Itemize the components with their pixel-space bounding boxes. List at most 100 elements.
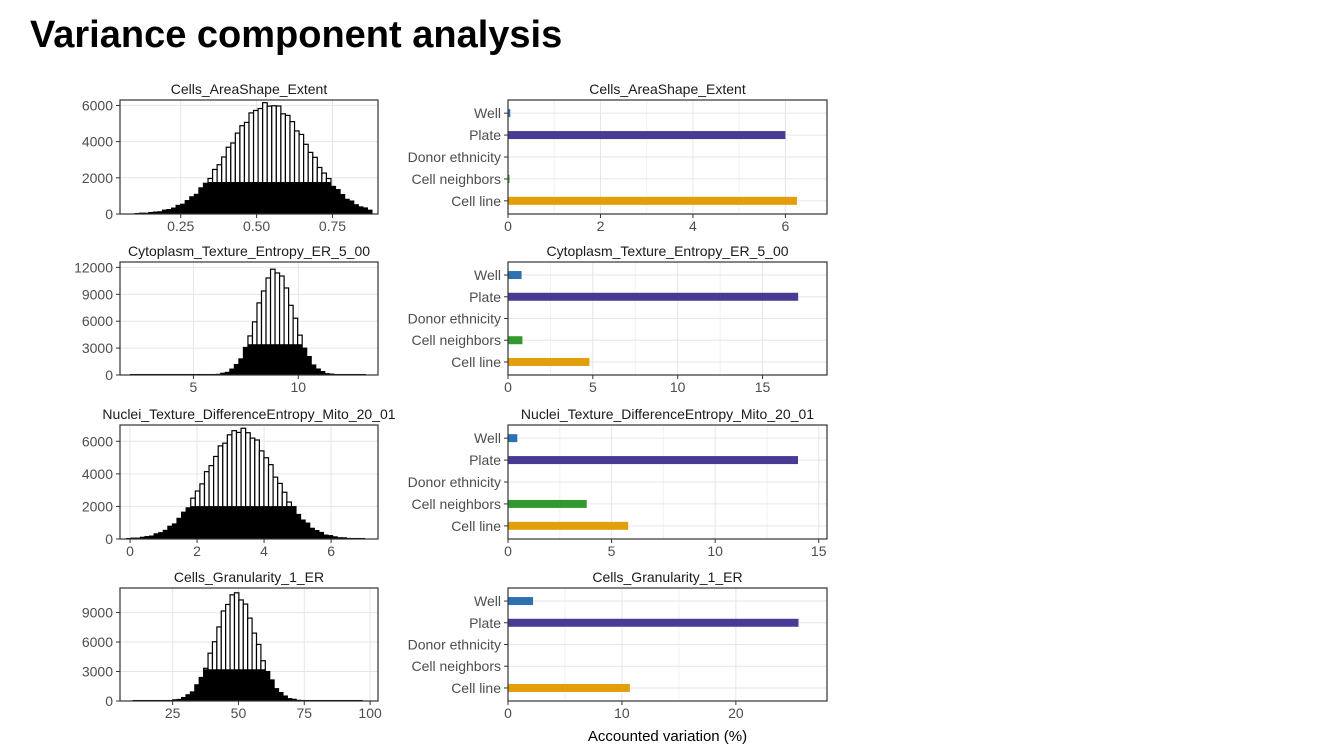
bar-chart-title: Nuclei_Texture_DifferenceEntropy_Mito_20… bbox=[521, 406, 814, 422]
histogram-bin-fill bbox=[316, 182, 323, 214]
bar-cell-line bbox=[508, 521, 629, 530]
panel-border bbox=[507, 261, 828, 376]
histogram-bin-fill bbox=[335, 189, 341, 214]
histogram-bin-fill bbox=[312, 182, 318, 214]
y-tick-label: 4000 bbox=[82, 466, 113, 482]
bar-plate bbox=[508, 292, 799, 301]
histogram-panel: Cells_AreaShape_Extent 0.25 0.50 0.75 0 2000 4… bbox=[82, 81, 379, 234]
histogram-bin-fill bbox=[289, 182, 295, 214]
bar-plate bbox=[508, 456, 798, 465]
bar-chart-title: Cells_Granularity_1_ER bbox=[592, 569, 742, 585]
histogram-bin-fill bbox=[220, 669, 226, 701]
histogram-bin-fill bbox=[245, 506, 251, 539]
histogram-bin-fill bbox=[167, 525, 173, 539]
histogram-bin-fill bbox=[185, 507, 192, 539]
histogram-bin-fill bbox=[344, 199, 350, 214]
histogram-bin-fill bbox=[216, 669, 222, 701]
bar-plate bbox=[508, 618, 799, 627]
bar-chart-title: Cytoplasm_Texture_Entropy_ER_5_00 bbox=[546, 243, 788, 259]
histogram-bin-fill bbox=[326, 182, 332, 214]
x-tick-label: 0 bbox=[504, 543, 512, 559]
histogram-plot-area bbox=[120, 588, 378, 701]
category-label: Cell line bbox=[451, 518, 501, 534]
x-tick-label: 15 bbox=[811, 543, 827, 559]
category-label: Plate bbox=[469, 127, 501, 143]
histogram-bin-fill bbox=[247, 669, 253, 701]
histogram-bin-fill bbox=[272, 506, 278, 539]
histogram-bin-fill bbox=[348, 200, 355, 214]
y-tick-label: 6000 bbox=[82, 313, 113, 329]
category-label: Donor ethnicity bbox=[408, 637, 501, 653]
x-tick-label: 0.75 bbox=[319, 218, 346, 234]
panel-border bbox=[119, 261, 379, 376]
histogram-bin-fill bbox=[286, 506, 292, 539]
x-tick-label: 4 bbox=[260, 543, 268, 559]
histogram-bin-fill bbox=[163, 530, 169, 539]
y-tick-label: 0 bbox=[105, 206, 113, 222]
x-tick-label: 0 bbox=[504, 379, 512, 395]
histogram-bin-fill bbox=[212, 669, 218, 701]
histogram-bin-fill bbox=[362, 207, 368, 214]
bar-plate bbox=[508, 131, 786, 140]
category-label: Cell neighbors bbox=[412, 332, 502, 348]
histogram-bin-fill bbox=[199, 506, 205, 539]
bar-cell-neighbors bbox=[508, 336, 523, 345]
category-label: Cell line bbox=[451, 680, 501, 696]
histogram-bin-fill bbox=[203, 183, 209, 214]
histogram-bin-fill bbox=[339, 194, 345, 214]
histogram-bin-fill bbox=[248, 182, 254, 214]
bar-cell-line bbox=[508, 357, 590, 366]
variance-bar-panel: Nuclei_Texture_DifferenceEntropy_Mito_20… bbox=[408, 406, 828, 559]
histogram-bin-fill bbox=[283, 344, 289, 375]
histogram-bin-fill bbox=[236, 506, 242, 539]
histogram-bin-fill bbox=[310, 364, 317, 375]
histogram-bin-fill bbox=[247, 344, 253, 375]
bar-cell-line bbox=[508, 683, 630, 692]
histogram-bin-fill bbox=[212, 182, 218, 214]
histogram-bin-fill bbox=[273, 688, 279, 701]
histogram-bin-fill bbox=[270, 344, 276, 375]
histogram-bin-fill bbox=[281, 506, 288, 539]
y-tick-label: 0 bbox=[105, 693, 113, 709]
histogram-bin-fill bbox=[298, 182, 304, 214]
x-tick-label: 50 bbox=[231, 705, 247, 721]
histogram-bin-fill bbox=[278, 692, 284, 701]
histogram-bin-fill bbox=[234, 669, 240, 701]
x-tick-label: 75 bbox=[296, 705, 312, 721]
histogram-bin-fill bbox=[217, 506, 224, 539]
histogram-bin-fill bbox=[276, 182, 282, 214]
y-tick-label: 6000 bbox=[82, 433, 113, 449]
x-tick-label: 15 bbox=[755, 379, 771, 395]
x-tick-label: 2 bbox=[193, 543, 201, 559]
histogram-bin-fill bbox=[198, 677, 204, 701]
histogram-bin-fill bbox=[330, 186, 336, 214]
category-label: Cell neighbors bbox=[412, 171, 502, 187]
histogram-bin-fill bbox=[238, 669, 244, 701]
histogram-bin-fill bbox=[277, 506, 283, 539]
histogram-bin-fill bbox=[229, 368, 235, 375]
histogram-bin-fill bbox=[171, 207, 177, 214]
x-axis-label: Accounted variation (%) bbox=[588, 728, 747, 745]
histogram-bin-fill bbox=[301, 347, 307, 375]
histogram-bin-fill bbox=[291, 506, 297, 539]
histogram-bin-fill bbox=[194, 684, 200, 701]
histogram-bin-fill bbox=[225, 182, 232, 214]
histogram-bin-fill bbox=[256, 669, 262, 701]
panel-border bbox=[119, 424, 379, 540]
x-tick-label: 0 bbox=[126, 543, 134, 559]
histogram-bin-fill bbox=[353, 204, 359, 214]
x-tick-label: 6 bbox=[781, 218, 789, 234]
category-label: Cell line bbox=[451, 354, 501, 370]
histogram-bin-fill bbox=[260, 669, 266, 701]
histogram-panel: Cytoplasm_Texture_Entropy_ER_5_00 5 10 0 300… bbox=[74, 243, 379, 395]
histogram-bin-fill bbox=[315, 368, 321, 375]
histogram-bin-fill bbox=[180, 203, 186, 214]
histogram-bin-fill bbox=[303, 182, 309, 214]
y-tick-label: 3000 bbox=[82, 664, 113, 680]
histogram-bin-fill bbox=[153, 533, 160, 539]
histogram-bin-fill bbox=[309, 528, 315, 539]
histogram-bin-fill bbox=[229, 669, 235, 701]
histogram-bin-fill bbox=[300, 519, 306, 539]
x-tick-label: 0.50 bbox=[243, 218, 270, 234]
